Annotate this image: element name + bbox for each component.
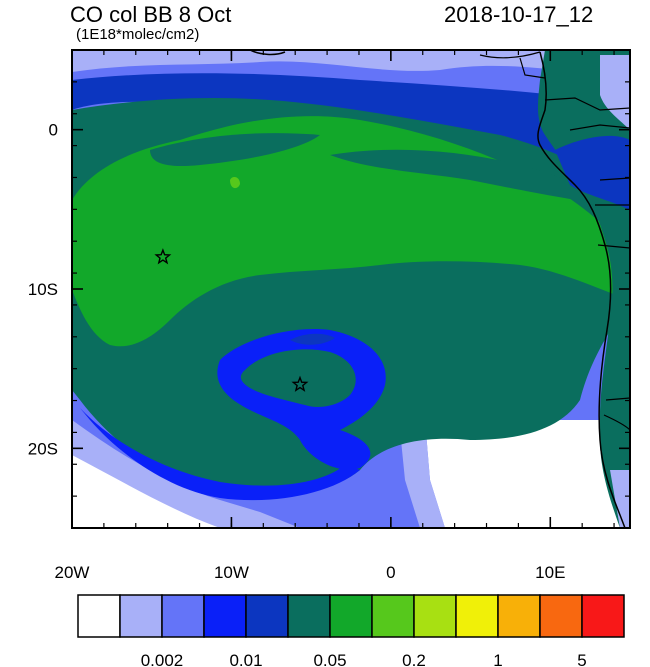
y-tick-label: 20S xyxy=(28,439,58,458)
map-title: CO col BB 8 Oct xyxy=(70,2,232,27)
coastline-north xyxy=(249,50,286,56)
colorbar-box xyxy=(287,594,331,638)
field-blue-south-edge xyxy=(80,408,360,501)
field-lowest-se xyxy=(400,420,445,528)
colorbar-box xyxy=(203,594,247,638)
field-eddy-core xyxy=(240,349,356,407)
colorbar-label: 0.05 xyxy=(313,651,346,667)
colorbar-box xyxy=(245,594,289,638)
colorbar: 0.002 0.01 0.05 0.2 1 5 xyxy=(77,594,625,667)
x-tick-label: 10E xyxy=(535,563,565,582)
concentration-field xyxy=(72,50,630,528)
colorbar-label: 0.2 xyxy=(402,651,426,667)
marker-layer xyxy=(154,248,309,392)
star-marker xyxy=(154,248,172,265)
colorbar-box xyxy=(77,594,121,638)
colorbar-box xyxy=(413,594,457,638)
coastline xyxy=(537,51,626,528)
land-light-north xyxy=(600,55,630,130)
field-green-bright-spot xyxy=(230,176,240,189)
tick-labels: 20W 10W 0 10E 0 10S 20S xyxy=(28,121,566,582)
star-marker xyxy=(291,375,309,392)
colorbar-box xyxy=(119,594,163,638)
colorbar-label: 5 xyxy=(577,651,586,667)
country-borders xyxy=(479,51,630,431)
y-tick-label: 0 xyxy=(49,121,58,140)
land-blue-patch-north xyxy=(555,135,630,210)
tick-marks xyxy=(71,49,630,529)
colorbar-box xyxy=(371,594,415,638)
map-units: (1E18*molec/cm2) xyxy=(76,26,200,43)
colorbar-box xyxy=(329,594,373,638)
colorbar-box xyxy=(581,594,625,638)
x-tick-label: 10W xyxy=(214,563,249,582)
colorbar-box xyxy=(455,594,499,638)
colorbar-box xyxy=(539,594,583,638)
field-lowest-sw xyxy=(72,420,300,528)
field-clean-se xyxy=(425,420,630,528)
colorbar-label: 0.002 xyxy=(141,651,184,667)
land-light-south xyxy=(610,470,630,528)
field-teal-intrusion-east xyxy=(330,149,610,205)
colorbar-box xyxy=(497,594,541,638)
map-datestamp: 2018-10-17_12 xyxy=(444,2,594,27)
field-clean-sw xyxy=(72,440,300,528)
field-teal-intrusion-north xyxy=(150,133,320,167)
x-tick-label: 20W xyxy=(55,563,90,582)
x-tick-label: 0 xyxy=(386,563,395,582)
y-tick-label: 10S xyxy=(28,280,58,299)
colorbar-label: 0.01 xyxy=(229,651,262,667)
field-eddy-dark xyxy=(290,333,335,345)
colorbar-box xyxy=(161,594,205,638)
field-dark-blue-north xyxy=(72,73,630,200)
colorbar-label: 1 xyxy=(493,651,502,667)
